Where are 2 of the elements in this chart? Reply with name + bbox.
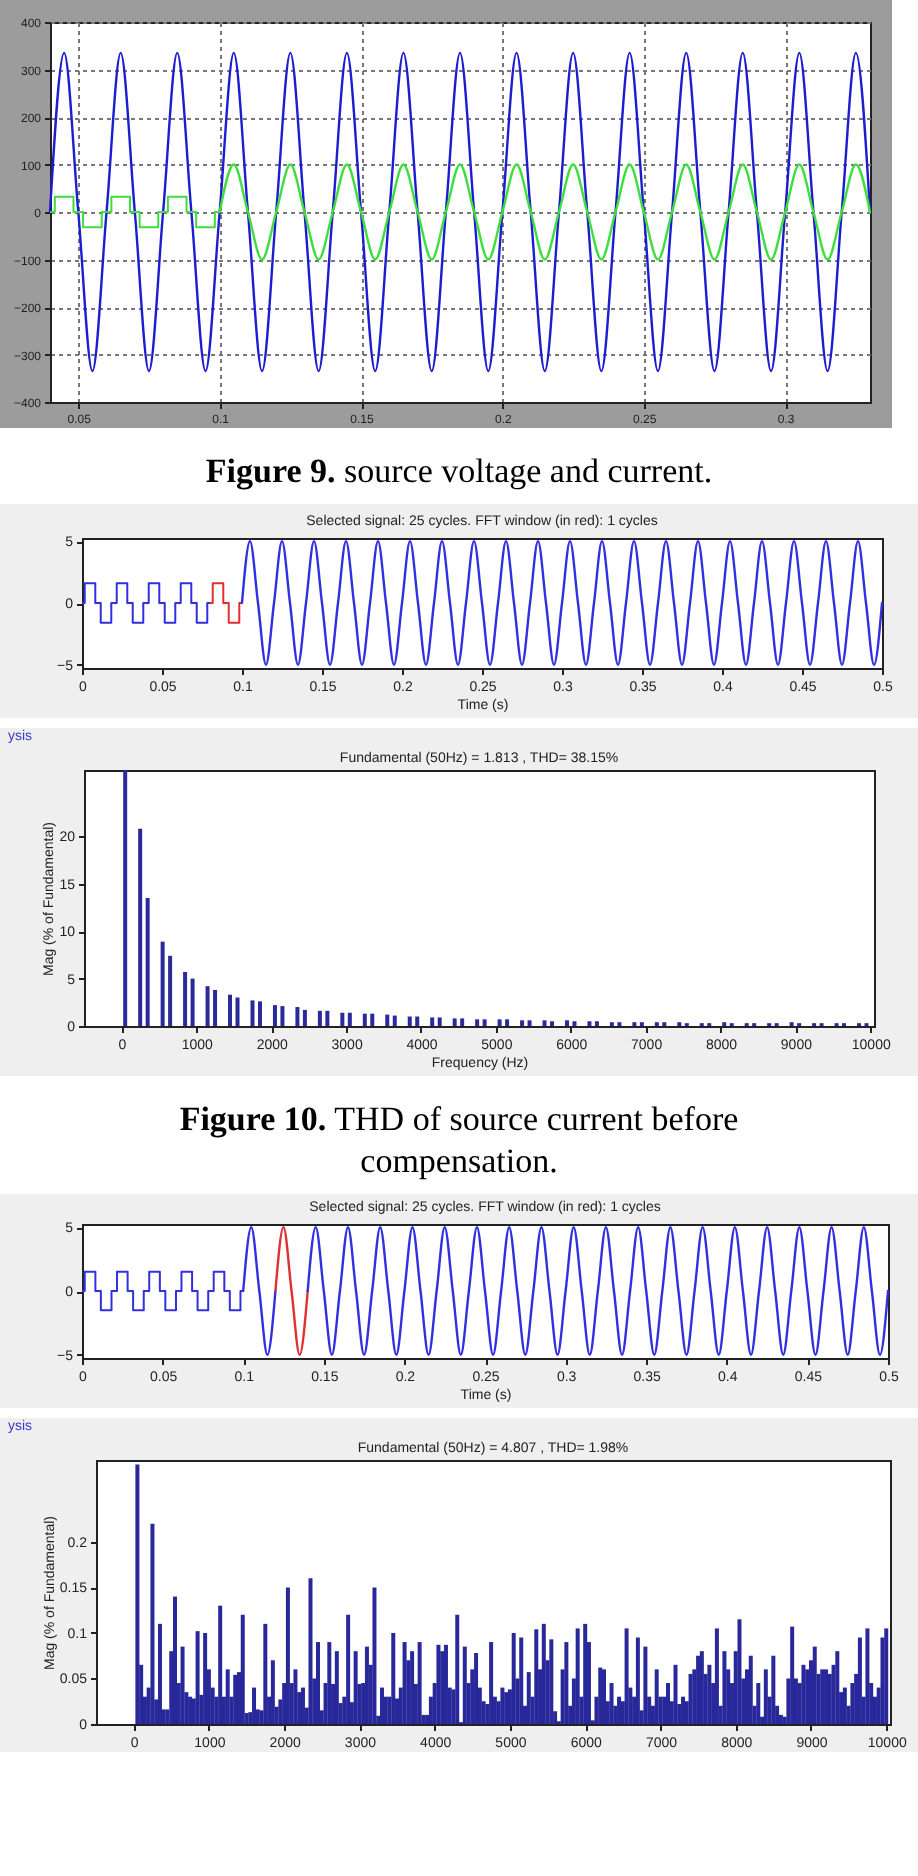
caption: Figure 10. THD of source current before compensation.	[177, 1098, 741, 1182]
caption: Figure 9. source voltage and current.	[203, 450, 715, 492]
